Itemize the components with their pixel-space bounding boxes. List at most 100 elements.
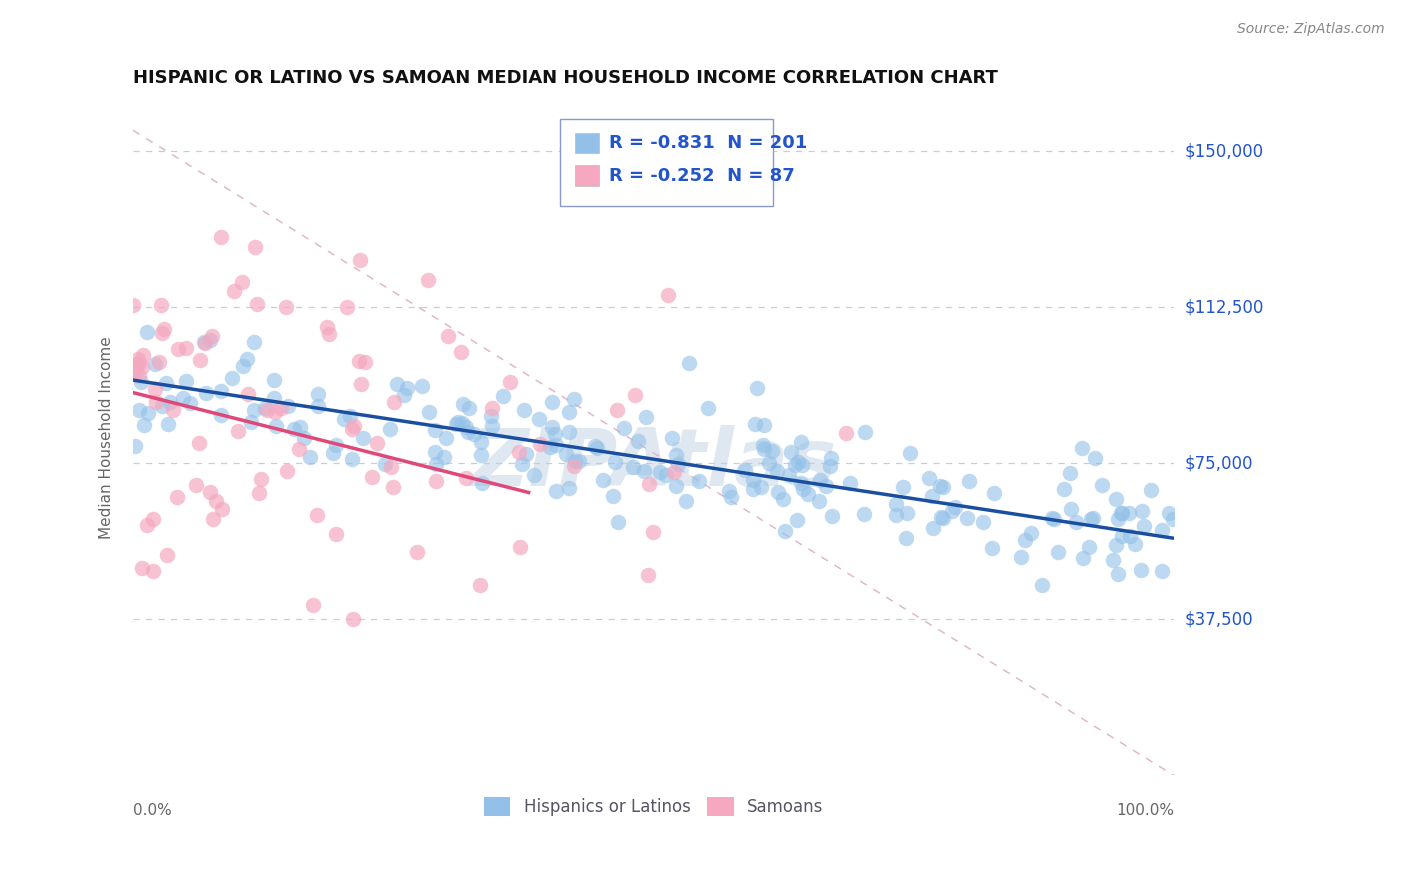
Point xyxy=(839,476,862,491)
Point xyxy=(425,474,447,488)
Text: $37,500: $37,500 xyxy=(1185,610,1254,629)
Point xyxy=(209,384,232,398)
Point xyxy=(555,447,578,461)
Point xyxy=(1152,524,1174,538)
Point xyxy=(153,322,176,336)
Point xyxy=(264,418,287,433)
Point xyxy=(786,513,808,527)
Point xyxy=(232,359,254,373)
Point xyxy=(515,447,537,461)
Point xyxy=(263,373,285,387)
Point xyxy=(508,444,530,458)
Point xyxy=(758,456,780,470)
FancyBboxPatch shape xyxy=(560,120,773,206)
Point xyxy=(174,341,197,355)
Point xyxy=(387,377,409,392)
Point xyxy=(1111,506,1133,520)
Point xyxy=(544,483,567,498)
Point xyxy=(741,482,763,496)
Point xyxy=(623,388,645,402)
Text: R = -0.252  N = 87: R = -0.252 N = 87 xyxy=(609,167,794,185)
Point xyxy=(292,431,315,445)
Point xyxy=(1107,567,1129,582)
Point xyxy=(606,402,628,417)
Point xyxy=(128,368,150,383)
Point xyxy=(380,460,402,475)
Point xyxy=(226,425,249,439)
Point xyxy=(665,449,688,463)
Point xyxy=(1070,441,1092,455)
Point xyxy=(538,440,561,454)
Point xyxy=(172,391,194,405)
Point xyxy=(136,326,159,340)
Point xyxy=(382,480,405,494)
Point xyxy=(411,378,433,392)
Point xyxy=(513,402,536,417)
Point xyxy=(122,298,145,312)
Point xyxy=(666,458,689,472)
Text: HISPANIC OR LATINO VS SAMOAN MEDIAN HOUSEHOLD INCOME CORRELATION CHART: HISPANIC OR LATINO VS SAMOAN MEDIAN HOUS… xyxy=(134,69,998,87)
Text: 100.0%: 100.0% xyxy=(1116,804,1174,818)
Point xyxy=(510,457,533,471)
Point xyxy=(136,406,159,420)
Point xyxy=(921,489,943,503)
Point xyxy=(150,326,173,340)
Point xyxy=(450,416,472,430)
Point xyxy=(450,345,472,359)
Point xyxy=(1130,504,1153,518)
Point xyxy=(544,426,567,441)
Point xyxy=(132,348,155,362)
Point xyxy=(318,326,340,341)
Point xyxy=(972,516,994,530)
Point xyxy=(1010,549,1032,564)
Point xyxy=(143,382,166,396)
Point xyxy=(766,484,789,499)
Point xyxy=(236,351,259,366)
Point xyxy=(742,473,765,487)
Point xyxy=(186,478,208,492)
Point xyxy=(243,334,266,349)
Point xyxy=(778,467,800,482)
Point xyxy=(1123,536,1146,550)
Point xyxy=(125,357,148,371)
Point xyxy=(470,578,492,592)
Point xyxy=(350,376,373,391)
Text: $75,000: $75,000 xyxy=(1185,454,1254,473)
Point xyxy=(221,371,243,385)
Point xyxy=(1111,529,1133,543)
Point xyxy=(931,480,953,494)
Point xyxy=(366,436,388,450)
Point xyxy=(720,490,742,504)
Point xyxy=(675,494,697,508)
Point xyxy=(749,480,772,494)
Point xyxy=(194,385,217,400)
Point xyxy=(853,425,876,440)
Point xyxy=(929,510,952,524)
Point xyxy=(1105,538,1128,552)
Point xyxy=(1107,511,1129,525)
Point xyxy=(564,454,586,468)
Point xyxy=(1071,551,1094,566)
Point xyxy=(325,437,347,451)
Point xyxy=(148,355,170,369)
Point xyxy=(322,446,344,460)
Point xyxy=(342,451,364,466)
FancyBboxPatch shape xyxy=(575,133,599,153)
Point xyxy=(541,420,564,434)
Point xyxy=(405,545,427,559)
Point xyxy=(187,435,209,450)
Point xyxy=(541,395,564,409)
Point xyxy=(457,401,479,415)
Point xyxy=(1130,563,1153,577)
Point xyxy=(606,515,628,529)
Point xyxy=(558,481,581,495)
Point xyxy=(678,356,700,370)
Point xyxy=(444,417,467,432)
Point xyxy=(201,329,224,343)
Point xyxy=(1043,512,1066,526)
Point xyxy=(834,425,856,440)
Point xyxy=(481,418,503,433)
Point xyxy=(1161,512,1184,526)
Point xyxy=(796,487,818,501)
Point xyxy=(352,431,374,445)
